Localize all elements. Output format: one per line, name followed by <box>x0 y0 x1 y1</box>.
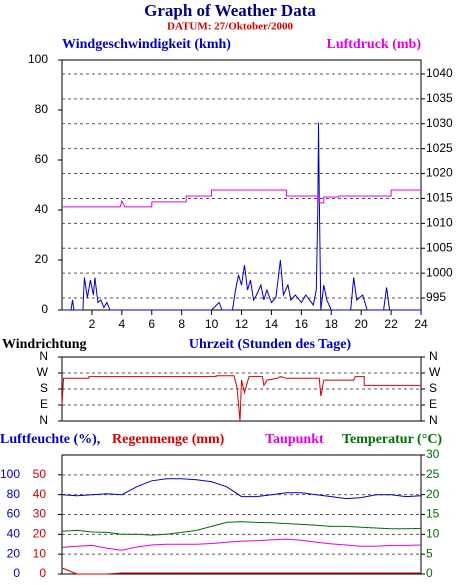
chart-subtitle: DATUM: 27/Oktober/2000 <box>167 21 293 33</box>
series-line <box>61 538 422 551</box>
y2-tick-label: 0 <box>426 566 433 580</box>
y2-tick-label: 1040 <box>426 66 453 80</box>
x-tick-label: 4 <box>118 317 125 331</box>
series-line <box>62 122 421 311</box>
y2-tick-label: 1030 <box>426 116 453 130</box>
x-tick-label: 6 <box>148 317 155 331</box>
chart-title: Windrichtung <box>2 337 87 352</box>
y-tick-label: 0 <box>13 566 20 580</box>
y2-tick-label: 30 <box>426 447 440 461</box>
y-tick-label: N <box>39 349 48 363</box>
legend-label: Taupunkt <box>265 432 324 447</box>
y-tick-label: 20 <box>7 546 21 560</box>
y3-tick-label: 0 <box>39 566 46 580</box>
series-line <box>61 567 421 575</box>
legend-label: Luftfeuchte (%), <box>0 432 100 447</box>
y2-tick-label: 20 <box>426 487 440 501</box>
legend-label: Regenmenge (mm) <box>112 432 225 447</box>
y-tick-label: W <box>37 365 49 379</box>
y3-tick-label: 10 <box>33 546 47 560</box>
y2-tick-label: 15 <box>426 507 440 521</box>
legend-label: Windgeschwindigkeit (kmh) <box>62 37 231 52</box>
y2-tick-label: 10 <box>426 527 440 541</box>
plot-frame <box>61 59 422 311</box>
y3-tick-label: 30 <box>33 507 47 521</box>
x-tick-label: 18 <box>325 317 339 331</box>
y3-tick-label: 50 <box>33 467 47 481</box>
legend-label: Luftdruck (mb) <box>326 37 421 52</box>
y2-tick-label: 1010 <box>426 216 453 230</box>
y2-tick-label: 1020 <box>426 166 453 180</box>
y-tick-label: 60 <box>35 152 49 166</box>
y3-tick-label: 20 <box>33 527 47 541</box>
chart-title: Graph of Weather Data <box>144 1 316 20</box>
series-line <box>61 521 422 536</box>
x-axis-label: Uhrzeit (Stunden des Tage) <box>189 337 352 352</box>
y-tick-label-right: N <box>429 349 438 363</box>
x-tick-label: 10 <box>205 317 219 331</box>
y2-tick-label: 1005 <box>426 240 453 254</box>
y-tick-label: 80 <box>35 102 49 116</box>
y-tick-label: N <box>39 413 48 427</box>
y-tick-label-right: W <box>429 365 441 379</box>
x-tick-label: 14 <box>265 317 279 331</box>
x-tick-label: 12 <box>235 317 249 331</box>
y-tick-label-right: E <box>429 397 437 411</box>
y-tick-label: 60 <box>7 507 21 521</box>
series-line <box>61 375 421 422</box>
y2-tick-label: 25 <box>426 467 440 481</box>
y-tick-label: E <box>40 397 48 411</box>
y-tick-label: 100 <box>0 467 20 481</box>
x-tick-label: 16 <box>295 317 309 331</box>
x-tick-label: 2 <box>89 317 96 331</box>
y3-tick-label: 40 <box>33 487 47 501</box>
y2-tick-label: 995 <box>426 290 446 304</box>
series-line <box>61 478 422 500</box>
y-tick-label: 80 <box>7 487 21 501</box>
y-tick-label: 40 <box>35 202 49 216</box>
y-tick-label-right: N <box>429 413 438 427</box>
x-tick-label: 8 <box>178 317 185 331</box>
y2-tick-label: 5 <box>426 546 433 560</box>
y-tick-label: 40 <box>7 527 21 541</box>
y2-tick-label: 1000 <box>426 265 453 279</box>
y-tick-label: S <box>40 381 48 395</box>
y-tick-label: 20 <box>35 252 49 266</box>
plot-frame <box>61 454 422 575</box>
y2-tick-label: 1035 <box>426 91 453 105</box>
y-tick-label: 0 <box>41 302 48 316</box>
y2-tick-label: 1015 <box>426 191 453 205</box>
legend-label: Temperatur (°C) <box>342 432 442 447</box>
series-line <box>62 189 421 208</box>
y-tick-label-right: S <box>429 381 437 395</box>
y2-tick-label: 1025 <box>426 141 453 155</box>
y-tick-label: 100 <box>28 52 48 66</box>
x-tick-label: 24 <box>414 317 428 331</box>
x-tick-label: 22 <box>384 317 398 331</box>
x-tick-label: 20 <box>354 317 368 331</box>
